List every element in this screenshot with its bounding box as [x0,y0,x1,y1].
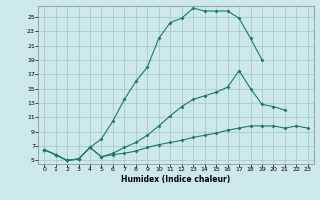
X-axis label: Humidex (Indice chaleur): Humidex (Indice chaleur) [121,175,231,184]
